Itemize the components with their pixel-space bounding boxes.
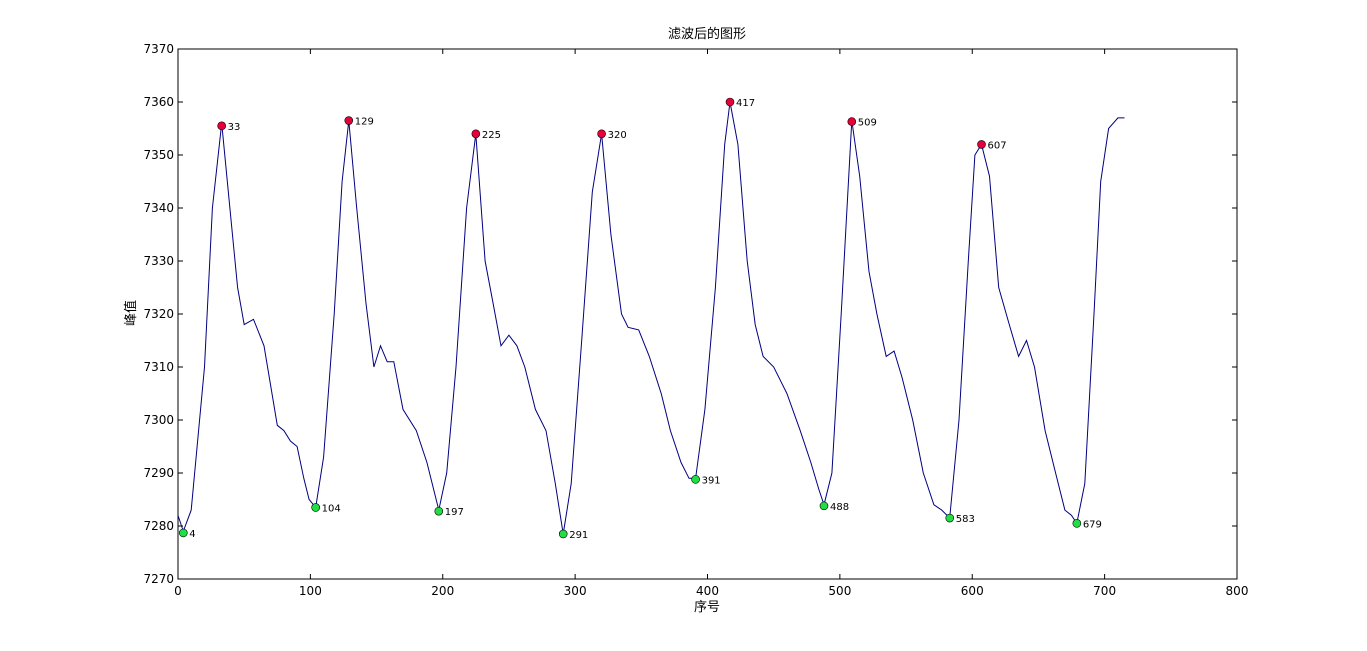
trough-label: 197 xyxy=(445,507,464,518)
peak-marker xyxy=(725,97,735,107)
peak-marker xyxy=(847,117,857,126)
trough-marker xyxy=(1072,519,1082,528)
y-tick-label: 7330 xyxy=(143,254,174,268)
trough-label: 104 xyxy=(322,503,341,514)
y-tick-label: 7270 xyxy=(143,572,174,586)
peak-label: 320 xyxy=(608,130,627,141)
y-tick-label: 7340 xyxy=(143,201,174,215)
y-tick-label: 7360 xyxy=(143,95,174,109)
trough-marker xyxy=(945,513,955,523)
signal-line xyxy=(177,101,1125,535)
trough-label: 4 xyxy=(189,529,195,540)
peak-marker xyxy=(217,121,226,131)
peak-marker xyxy=(471,129,481,139)
trough-marker xyxy=(558,529,568,539)
y-tick-label: 7300 xyxy=(143,413,174,427)
peak-label: 509 xyxy=(858,118,877,129)
trough-marker xyxy=(311,503,320,512)
trough-marker xyxy=(434,506,444,516)
y-tick-label: 7320 xyxy=(143,307,174,321)
peak-label: 225 xyxy=(482,130,501,141)
trough-marker xyxy=(691,475,700,484)
peak-label: 607 xyxy=(988,140,1007,151)
trough-label: 583 xyxy=(956,514,975,525)
plot-frame xyxy=(177,48,1238,580)
trough-label: 391 xyxy=(702,475,721,486)
peak-label: 417 xyxy=(736,98,755,109)
peak-marker xyxy=(977,140,986,149)
x-tick-label: 300 xyxy=(564,584,587,598)
trough-label: 291 xyxy=(569,530,588,541)
chart-title: 滤波后的图形 xyxy=(668,26,746,42)
y-tick-label: 7370 xyxy=(143,42,174,56)
trough-marker xyxy=(819,501,829,511)
x-tick-label: 600 xyxy=(961,584,984,598)
x-tick-label: 0 xyxy=(174,584,182,598)
trough-marker xyxy=(178,528,188,538)
peak-marker xyxy=(597,129,606,139)
plot-area: 0 100 200 300 400 500 600 700 800 7270 7280 7290 730… xyxy=(143,42,1248,598)
x-tick-label: 100 xyxy=(299,584,322,598)
y-tick-label: 7280 xyxy=(143,519,174,533)
trough-label: 488 xyxy=(830,502,849,513)
x-tick-label: 800 xyxy=(1226,584,1249,598)
y-axis-title: 峰值 xyxy=(123,300,139,326)
y-tick-label: 7350 xyxy=(143,148,174,162)
y-tick-label: 7310 xyxy=(143,360,174,374)
peak-label: 129 xyxy=(355,117,374,128)
trough-label: 679 xyxy=(1083,519,1102,530)
peak-label: 33 xyxy=(228,122,241,133)
y-tick-label: 7290 xyxy=(143,466,174,480)
x-tick-label: 500 xyxy=(828,584,851,598)
peak-marker xyxy=(344,116,354,125)
x-tick-label: 200 xyxy=(431,584,454,598)
x-tick-label: 700 xyxy=(1093,584,1116,598)
x-tick-label: 400 xyxy=(696,584,719,598)
x-axis-title: 序号 xyxy=(694,600,720,615)
